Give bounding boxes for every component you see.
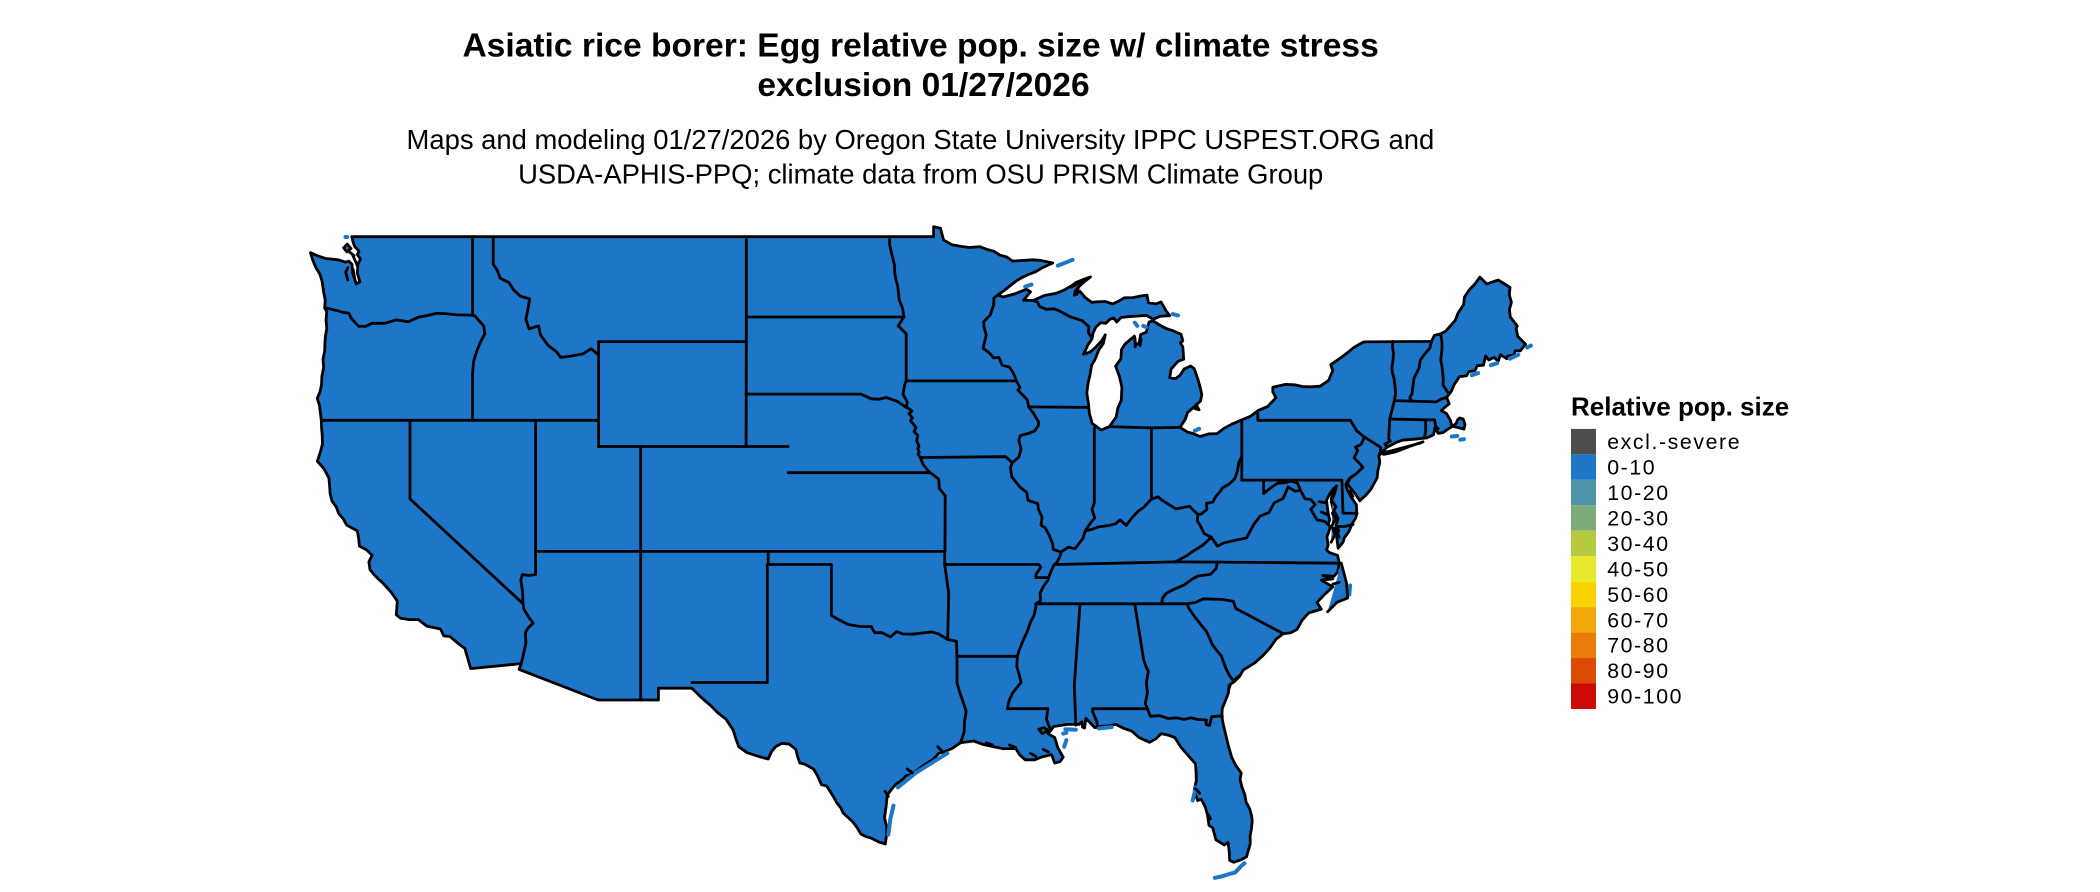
svg-text:60-70: 60-70 (1607, 608, 1669, 632)
svg-text:50-60: 50-60 (1607, 583, 1669, 607)
svg-text:0-10: 0-10 (1607, 455, 1656, 479)
svg-text:10-20: 10-20 (1607, 481, 1669, 505)
svg-text:Asiatic rice borer: Egg relati: Asiatic rice borer: Egg relative pop. si… (462, 28, 1378, 65)
svg-text:USDA-APHIS-PPQ; climate data f: USDA-APHIS-PPQ; climate data from OSU PR… (518, 158, 1323, 189)
svg-text:40-50: 40-50 (1607, 557, 1669, 581)
svg-text:80-90: 80-90 (1607, 659, 1669, 683)
svg-text:excl.-severe: excl.-severe (1607, 430, 1741, 454)
svg-text:Relative pop. size: Relative pop. size (1571, 391, 1789, 421)
svg-text:Maps and modeling 01/27/2026 b: Maps and modeling 01/27/2026 by Oregon S… (407, 124, 1435, 155)
svg-text:exclusion 01/27/2026: exclusion 01/27/2026 (757, 67, 1089, 104)
svg-text:20-30: 20-30 (1607, 506, 1669, 530)
svg-text:70-80: 70-80 (1607, 634, 1669, 658)
svg-text:90-100: 90-100 (1607, 685, 1683, 709)
svg-text:30-40: 30-40 (1607, 532, 1669, 556)
